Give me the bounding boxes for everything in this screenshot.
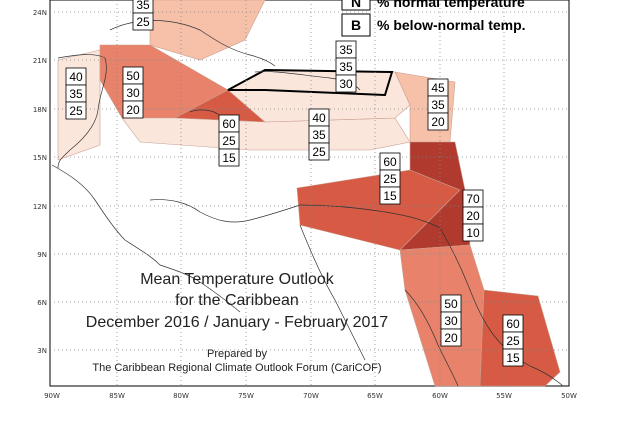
prepared-org-label: The Caribbean Regional Climate Outlook F… — [92, 362, 381, 374]
probability-value: 25 — [383, 172, 397, 186]
longitude-labels: 90W 85W 80W 75W 70W 65W 60W 55W 50W — [44, 392, 577, 400]
longitude-label: 55W — [496, 392, 512, 400]
map-title-line3: December 2016 / January - February 2017 — [86, 314, 388, 331]
probability-value: 30 — [339, 77, 353, 91]
probability-value: 10 — [466, 226, 480, 240]
value-box — [132, 12, 154, 31]
longitude-label: 50W — [561, 392, 577, 400]
probability-value: 35 — [136, 0, 150, 12]
latitude-labels: 24N 21N 18N 15N 12N 9N 6N 3N — [33, 9, 47, 355]
prepared-by-label: Prepared by — [207, 348, 267, 360]
longitude-label: 60W — [432, 392, 448, 400]
legend-n-text: % normal temperature — [377, 0, 525, 10]
probability-value: 60 — [506, 317, 520, 331]
probability-value: 30 — [444, 314, 458, 328]
probability-value: 15 — [222, 151, 236, 165]
probability-value: 50 — [444, 297, 458, 311]
longitude-label: 65W — [367, 392, 383, 400]
probability-value: 25 — [222, 134, 236, 148]
hispaniola-zone-values: 35 35 30 — [335, 40, 357, 93]
value-box — [379, 186, 401, 205]
value-box — [122, 100, 144, 119]
value-box — [440, 328, 462, 347]
probability-value: 20 — [444, 331, 458, 345]
probability-value: 35 — [339, 60, 353, 74]
probability-value: 15 — [506, 351, 520, 365]
latitude-label: 3N — [37, 347, 47, 355]
latitude-label: 12N — [33, 203, 47, 211]
latitude-label: 9N — [37, 251, 47, 259]
longitude-label: 70W — [303, 392, 319, 400]
south-caribbean-zone-values: 60 25 15 — [379, 152, 401, 205]
probability-value: 15 — [383, 189, 397, 203]
legend: N % normal temperature B % below-normal … — [341, 0, 526, 37]
probability-value: 35 — [312, 128, 326, 142]
probability-value: 40 — [312, 111, 326, 125]
longitude-label: 85W — [109, 392, 125, 400]
value-box — [462, 223, 484, 242]
latitude-label: 24N — [33, 9, 47, 17]
probability-value: 20 — [431, 115, 445, 129]
probability-value: 30 — [126, 86, 140, 100]
value-box — [218, 148, 240, 167]
longitude-label: 90W — [44, 392, 60, 400]
latitude-label: 18N — [33, 106, 47, 114]
probability-value: 35 — [431, 98, 445, 112]
probability-value: 35 — [339, 43, 353, 57]
probability-value: 25 — [136, 15, 150, 29]
probability-value: 20 — [466, 209, 480, 223]
leeward-islands-zone-values: 45 35 20 — [427, 78, 449, 131]
bahamas-zone-shape — [149, 0, 266, 61]
suriname-guiana-zone-values: 60 25 15 — [502, 314, 524, 367]
legend-b-text: % below-normal temp. — [377, 17, 526, 33]
probability-value: 45 — [431, 81, 445, 95]
probability-value: 35 — [69, 87, 83, 101]
map-title-line2: for the Caribbean — [175, 292, 299, 309]
western-cuba-zone-values: 40 35 25 — [65, 67, 87, 120]
hispaniola-outline-box — [227, 68, 394, 97]
probability-value: 25 — [69, 104, 83, 118]
latitude-label: 21N — [33, 57, 47, 65]
legend-n-box — [341, 0, 371, 11]
latitude-label: 6N — [37, 299, 47, 307]
coastlines — [51, 20, 564, 387]
probability-value: 60 — [222, 117, 236, 131]
value-box — [502, 348, 524, 367]
map-title-line1: Mean Temperature Outlook — [140, 271, 335, 288]
jamaica-zone-values: 60 25 15 — [218, 114, 240, 167]
value-box — [308, 142, 330, 161]
longitude-label: 75W — [238, 392, 254, 400]
belize-zone-values: 50 30 20 — [122, 66, 144, 119]
caribbean-sea-zone-values: 40 35 25 — [308, 108, 330, 161]
legend-n-letter: N — [351, 0, 361, 10]
windward-trinidad-zone-values: 70 20 10 — [462, 189, 484, 242]
probability-value: 25 — [312, 145, 326, 159]
probability-value: 70 — [466, 192, 480, 206]
value-box — [65, 101, 87, 120]
legend-b-letter: B — [351, 17, 361, 33]
latitude-label: 15N — [33, 154, 47, 162]
value-box — [427, 112, 449, 131]
value-box — [335, 74, 357, 93]
probability-value: 40 — [69, 70, 83, 84]
probability-value: 25 — [506, 334, 520, 348]
gridlines — [50, 0, 569, 386]
probability-boxes: 3525403525503020602515353530403525453520… — [65, 0, 524, 367]
longitude-label: 80W — [173, 392, 189, 400]
guyana-zone-values: 50 30 20 — [440, 294, 462, 347]
legend-b-box — [341, 13, 371, 37]
probability-value: 60 — [383, 155, 397, 169]
probability-value: 20 — [126, 103, 140, 117]
probability-value: 50 — [126, 69, 140, 83]
